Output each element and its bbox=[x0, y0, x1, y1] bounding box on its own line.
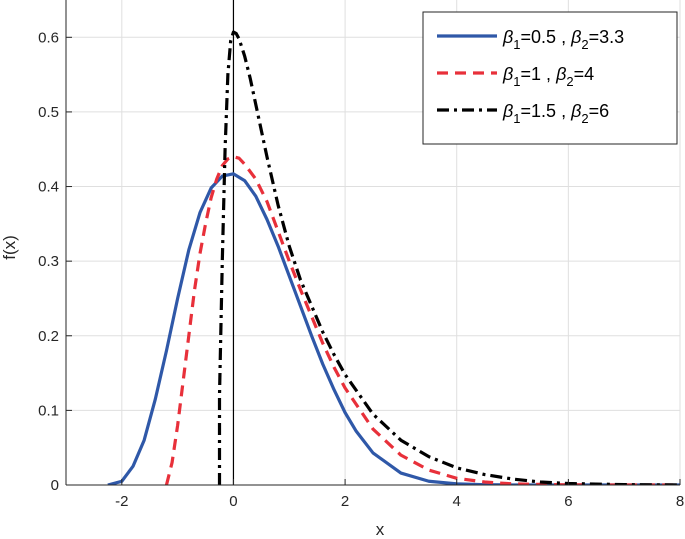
x-tick-label: -2 bbox=[115, 493, 128, 510]
y-tick-label: 0.1 bbox=[38, 402, 59, 419]
axes bbox=[65, 0, 681, 486]
legend-label-3: β1=1.5 , β2=6 bbox=[502, 101, 609, 126]
x-tick-label: 4 bbox=[453, 493, 461, 510]
series-line-2 bbox=[164, 155, 680, 485]
x-tick-label: 0 bbox=[229, 493, 237, 510]
series-line-3 bbox=[217, 30, 680, 485]
y-axis-label: f(x) bbox=[0, 235, 19, 260]
y-tick-label: 0.5 bbox=[38, 104, 59, 121]
x-tick-label: 2 bbox=[341, 493, 349, 510]
tick-labels: -2 0 2 4 6 8 0 0.1 0.2 0.3 0.4 0.5 0.6 bbox=[38, 29, 684, 510]
x-axis-label: x bbox=[376, 520, 385, 539]
legend-label-1: β1=0.5 , β2=3.3 bbox=[502, 27, 624, 52]
y-tick-label: 0.2 bbox=[38, 328, 59, 345]
legend-box bbox=[422, 11, 678, 145]
series-line-1 bbox=[107, 172, 680, 485]
x-tick-label: 8 bbox=[676, 493, 684, 510]
y-tick-label: 0.6 bbox=[38, 29, 59, 46]
series-layer bbox=[107, 30, 680, 485]
legend: β1=0.5 , β2=3.3 β1=1 , β2=4 β1=1.5 , β2=6 bbox=[422, 11, 678, 145]
y-tick-label: 0.4 bbox=[38, 179, 59, 196]
legend-label-2: β1=1 , β2=4 bbox=[502, 64, 594, 89]
y-tick-label: 0 bbox=[51, 477, 59, 494]
y-tick-label: 0.3 bbox=[38, 253, 59, 270]
x-tick-label: 6 bbox=[564, 493, 572, 510]
